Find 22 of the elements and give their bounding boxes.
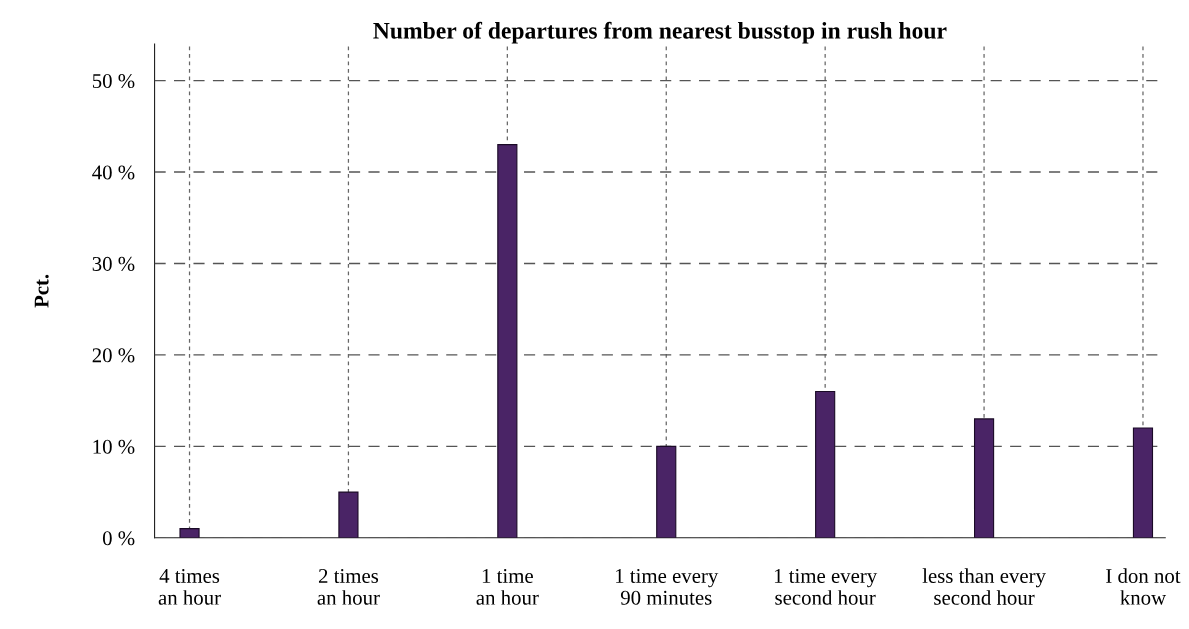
y-tick-label: 0 % bbox=[102, 531, 135, 546]
y-tick-label: 50 % bbox=[92, 73, 135, 89]
y-tick-label: 30 % bbox=[92, 256, 135, 271]
x-tick-label: 4 times an hour bbox=[158, 569, 221, 605]
y-tick-label: 10 % bbox=[93, 439, 135, 454]
y-tick-label: 20 % bbox=[92, 348, 135, 363]
x-tick-label: 1 time an hour bbox=[476, 569, 539, 605]
bar bbox=[815, 390, 836, 538]
bar bbox=[179, 528, 200, 538]
x-tick-label: 1 time every 90 minutes bbox=[616, 568, 719, 605]
bar bbox=[497, 144, 518, 538]
y-tick-label: 40 % bbox=[92, 165, 135, 180]
x-tick-label: 2 times an hour bbox=[317, 569, 380, 605]
bar bbox=[1132, 427, 1154, 538]
x-tick-label: 1 time every second hour bbox=[774, 568, 878, 605]
x-tick-label: less than every second hour bbox=[922, 568, 1046, 605]
x-tick-label: I don not know bbox=[1106, 568, 1181, 605]
bar bbox=[973, 418, 995, 538]
bar bbox=[656, 445, 677, 538]
y-axis-title: Pct. bbox=[34, 274, 49, 308]
bar bbox=[338, 491, 359, 538]
chart-title: Number of departures from nearest busstop in rush hour bbox=[373, 21, 947, 44]
